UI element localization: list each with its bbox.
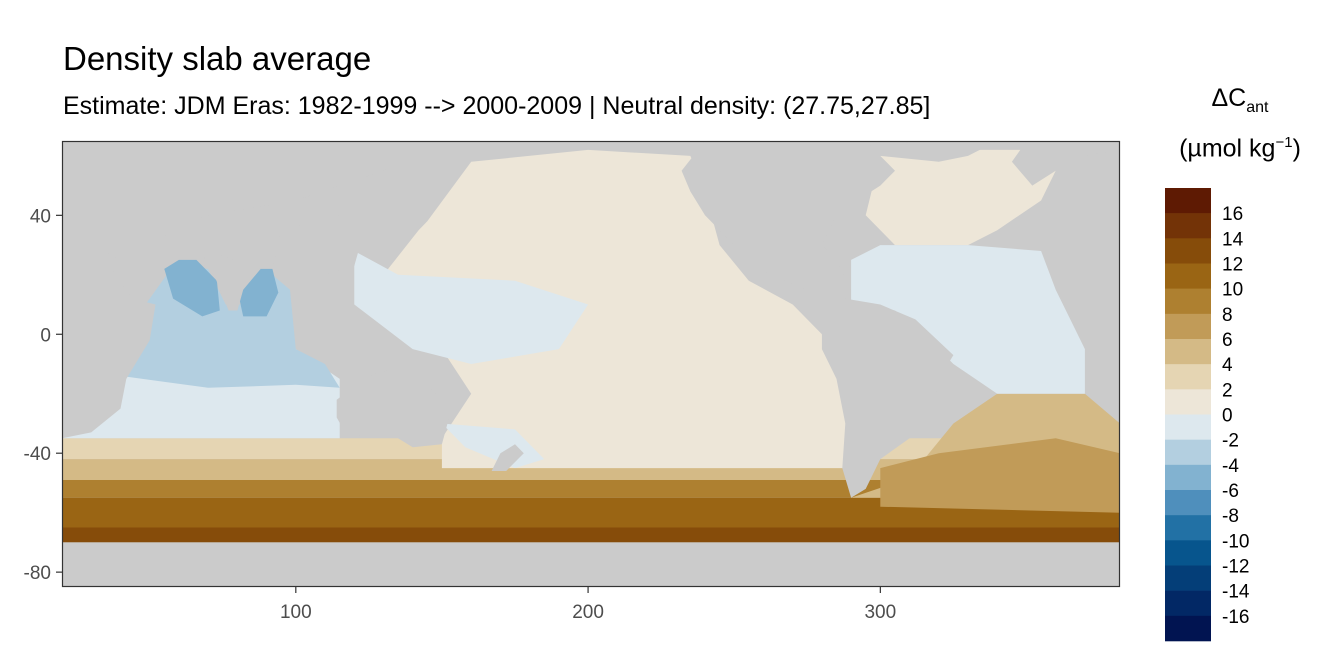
- chart-title: Density slab average: [63, 40, 372, 77]
- legend-label: 8: [1222, 305, 1233, 326]
- y-tick-label: -80: [24, 563, 51, 584]
- legend-label: 10: [1222, 280, 1243, 301]
- legend-title: ΔCant: [1211, 84, 1269, 116]
- legend-color-step: [1165, 288, 1211, 315]
- pacific-ocean: [383, 149, 852, 469]
- land-india: [202, 251, 261, 311]
- legend-color-step: [1165, 515, 1211, 541]
- legend-color-step: [1165, 414, 1211, 440]
- pacific-west-tropical: [354, 251, 589, 364]
- legend-color-step: [1165, 188, 1211, 214]
- land-greenland: [880, 141, 998, 162]
- y-tick-label: -40: [24, 444, 51, 465]
- legend-color-step: [1165, 238, 1211, 264]
- legend-color-step: [1165, 615, 1211, 642]
- legend-label: -14: [1222, 582, 1250, 603]
- legend-color-step: [1165, 213, 1211, 239]
- legend-label: -10: [1222, 531, 1249, 552]
- equatorial-atlantic: [851, 245, 1085, 394]
- land-australia: [336, 364, 451, 448]
- south-atlantic-deep: [880, 438, 1120, 513]
- legend-color-step: [1165, 364, 1211, 390]
- legend-label: 14: [1222, 229, 1244, 250]
- chart-subtitle: Estimate: JDM Eras: 1982-1999 --> 2000-2…: [63, 92, 931, 120]
- legend-color-step: [1165, 263, 1211, 289]
- north-atlantic: [865, 149, 1056, 246]
- legend-color-step: [1165, 565, 1211, 591]
- land-eurasia: [62, 141, 428, 269]
- land-south-america: [821, 298, 954, 498]
- legend-color-step: [1165, 464, 1211, 491]
- land-africa: [62, 239, 156, 439]
- land-north-america: [681, 141, 895, 305]
- legend-label: 16: [1222, 204, 1243, 225]
- legend-label: 4: [1222, 355, 1233, 376]
- legend-color-step: [1165, 439, 1211, 466]
- x-tick-label: 100: [280, 602, 312, 623]
- land-europe: [1011, 141, 1120, 186]
- map-panel: [62, 141, 1120, 587]
- x-tick-label: 300: [864, 602, 896, 623]
- x-tick-label: 200: [572, 602, 604, 623]
- legend-label: -6: [1222, 481, 1239, 502]
- land-new-zealand: [491, 444, 524, 471]
- legend-label: 2: [1222, 380, 1233, 401]
- legend-label: -8: [1222, 506, 1239, 527]
- legend-color-step: [1165, 339, 1211, 365]
- y-tick-label: 40: [30, 206, 51, 227]
- land-antarctica: [62, 542, 1120, 587]
- arabian-sea: [164, 259, 220, 317]
- legend-color-step: [1165, 389, 1211, 415]
- legend-label: 12: [1222, 255, 1243, 276]
- legend-label: -2: [1222, 431, 1239, 452]
- legend-color-step: [1165, 590, 1211, 617]
- legend-label: -16: [1222, 607, 1249, 628]
- panel-border: [61, 140, 1121, 588]
- legend-color-step: [1165, 540, 1211, 566]
- legend-color-step: [1165, 313, 1211, 340]
- y-tick-label: 0: [40, 325, 51, 346]
- land-se-asia: [272, 215, 361, 329]
- ocean-band-10-14: [62, 527, 1120, 543]
- legend-label: 6: [1222, 330, 1233, 351]
- ocean-band-12-14: [62, 497, 1120, 528]
- legend-color-step: [1165, 490, 1211, 516]
- legend-label: 0: [1222, 406, 1233, 427]
- legend-label: -12: [1222, 557, 1249, 578]
- legend-label: -4: [1222, 456, 1239, 477]
- legend-unit: (µmol kg−1): [1179, 134, 1301, 163]
